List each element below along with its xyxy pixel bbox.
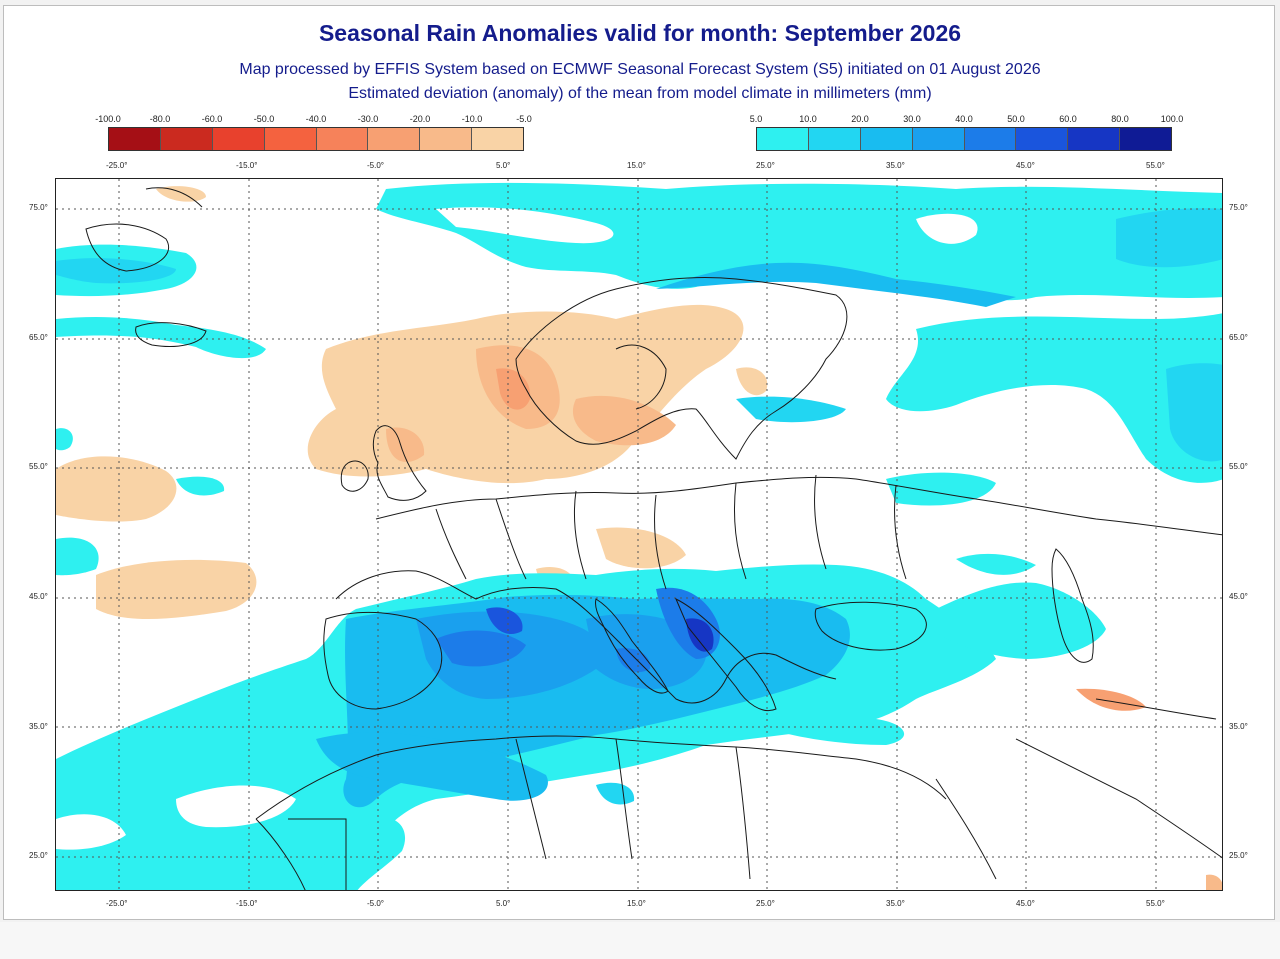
map-title: Seasonal Rain Anomalies valid for month:… (318, 20, 962, 46)
negative-scale-swatch (472, 128, 523, 150)
positive-anomaly-north (56, 182, 1222, 576)
positive-scale-swatch (964, 128, 1017, 150)
positive-scale-swatch (757, 128, 809, 150)
neg-scale-label: -100.0 (95, 114, 121, 124)
lon-tick-top: 45.0° (1016, 161, 1035, 170)
positive-scale-swatch (912, 128, 965, 150)
negative-scale-swatch (212, 128, 265, 150)
lon-tick-bottom: 15.0° (627, 899, 646, 908)
lon-tick-top: 55.0° (1146, 161, 1165, 170)
bottom-strip (0, 922, 1280, 959)
lat-tick-right: 35.0° (1229, 722, 1248, 731)
positive-scale-swatch (1016, 128, 1069, 150)
pos-scale-label: 20.0 (851, 114, 869, 124)
graticule (56, 179, 1222, 890)
negative-scale-labels: -100.0 -80.0 -60.0 -50.0 -40.0 -30.0 -20… (95, 114, 532, 126)
negative-scale-swatch (316, 128, 369, 150)
pos-scale-label: 10.0 (799, 114, 817, 124)
lon-tick-top: -5.0° (367, 161, 384, 170)
lat-tick-left: 45.0° (29, 592, 48, 601)
pos-scale-label: 5.0 (749, 114, 763, 124)
negative-scale-swatch (160, 128, 213, 150)
pos-scale-label: 30.0 (903, 114, 921, 124)
lon-tick-bottom: -5.0° (367, 899, 384, 908)
neg-scale-label: -20.0 (409, 114, 431, 124)
lon-tick-bottom: -25.0° (106, 899, 128, 908)
pos-scale-label: 100.0 (1160, 114, 1184, 124)
lon-tick-bottom: 35.0° (886, 899, 905, 908)
lat-tick-left: 35.0° (29, 722, 48, 731)
negative-scale-swatch (420, 128, 473, 150)
map-subtitle-units: Estimated deviation (anomaly) of the mea… (348, 85, 932, 102)
positive-scale-swatch (808, 128, 861, 150)
neg-scale-label: -80.0 (149, 114, 171, 124)
map-subtitle-source: Map processed by EFFIS System based on E… (239, 61, 1041, 78)
pos-scale-label: 80.0 (1111, 114, 1129, 124)
positive-scale-swatch (1068, 128, 1121, 150)
lat-tick-left: 55.0° (29, 462, 48, 471)
neg-scale-label: -40.0 (305, 114, 327, 124)
pos-scale-label: 40.0 (955, 114, 973, 124)
positive-scale-swatch (1120, 128, 1171, 150)
coastlines (85, 187, 1222, 890)
lon-tick-top: -15.0° (236, 161, 258, 170)
negative-scale-swatch (368, 128, 421, 150)
pos-scale-label: 60.0 (1059, 114, 1077, 124)
positive-scale-swatch (860, 128, 913, 150)
lat-tick-left: 65.0° (29, 333, 48, 342)
lon-tick-bottom: 45.0° (1016, 899, 1035, 908)
negative-color-scale (108, 127, 524, 151)
lon-tick-top: 25.0° (756, 161, 775, 170)
lat-tick-right: 25.0° (1229, 851, 1248, 860)
negative-scale-swatch (109, 128, 161, 150)
neg-scale-label: -60.0 (201, 114, 223, 124)
lon-tick-top: 5.0° (496, 161, 511, 170)
lat-tick-left: 75.0° (29, 203, 48, 212)
neg-scale-label: -50.0 (253, 114, 275, 124)
pos-scale-label: 50.0 (1007, 114, 1025, 124)
neg-scale-label: -30.0 (357, 114, 379, 124)
positive-scale-labels: 5.0 10.0 20.0 30.0 40.0 50.0 60.0 80.0 1… (750, 114, 1184, 126)
negative-scale-swatch (264, 128, 317, 150)
lat-tick-right: 75.0° (1229, 203, 1248, 212)
lon-tick-top: -25.0° (106, 161, 128, 170)
lon-tick-bottom: 55.0° (1146, 899, 1165, 908)
anomaly-map (55, 178, 1223, 891)
lat-tick-left: 25.0° (29, 851, 48, 860)
lon-tick-bottom: 5.0° (496, 899, 511, 908)
anomaly-map-canvas (56, 179, 1222, 890)
lat-tick-right: 65.0° (1229, 333, 1248, 342)
positive-color-scale (756, 127, 1172, 151)
neg-scale-label: -5.0 (516, 114, 532, 124)
lon-tick-top: 35.0° (886, 161, 905, 170)
lat-tick-right: 55.0° (1229, 462, 1248, 471)
lat-tick-right: 45.0° (1229, 592, 1248, 601)
lon-tick-bottom: -15.0° (236, 899, 258, 908)
lon-tick-top: 15.0° (627, 161, 646, 170)
lon-tick-bottom: 25.0° (756, 899, 775, 908)
neg-scale-label: -10.0 (461, 114, 483, 124)
